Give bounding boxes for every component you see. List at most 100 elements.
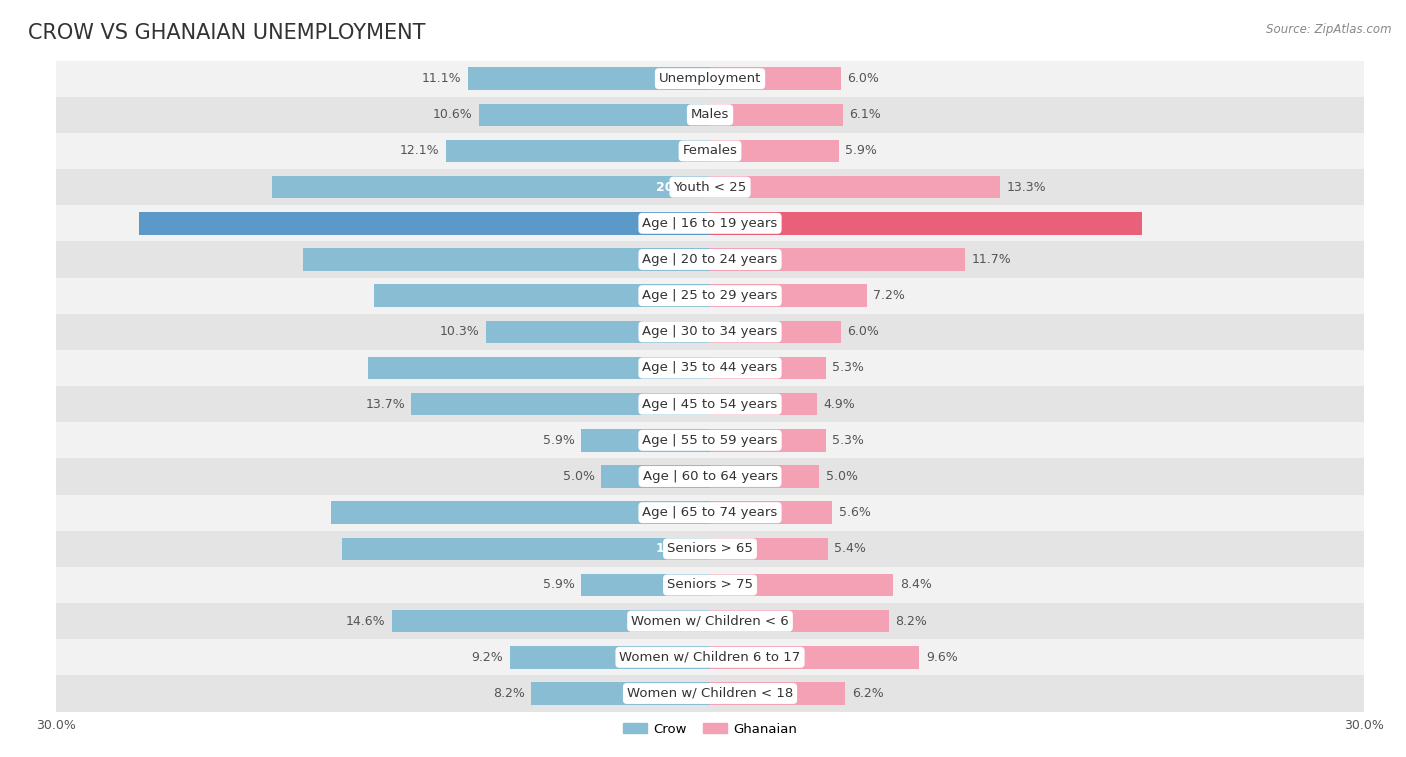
Bar [56, 278, 1364, 313]
Bar [56, 422, 1364, 459]
Text: 6.1%: 6.1% [849, 108, 882, 121]
Text: 14.6%: 14.6% [346, 615, 385, 628]
Text: Males: Males [690, 108, 730, 121]
Text: CROW VS GHANAIAN UNEMPLOYMENT: CROW VS GHANAIAN UNEMPLOYMENT [28, 23, 426, 42]
Text: 13.3%: 13.3% [1007, 181, 1046, 194]
Bar [56, 350, 1364, 386]
Text: Age | 35 to 44 years: Age | 35 to 44 years [643, 362, 778, 375]
Bar [56, 241, 1364, 278]
Bar [710, 537, 828, 560]
Text: 15.7%: 15.7% [655, 362, 699, 375]
Text: 19.8%: 19.8% [721, 217, 765, 230]
Bar [56, 603, 1364, 639]
Text: 5.3%: 5.3% [832, 362, 863, 375]
Text: 6.0%: 6.0% [848, 326, 879, 338]
Bar [710, 682, 845, 705]
Text: Age | 45 to 54 years: Age | 45 to 54 years [643, 397, 778, 410]
Text: 11.7%: 11.7% [972, 253, 1011, 266]
Bar [479, 104, 710, 126]
Text: 6.0%: 6.0% [848, 72, 879, 85]
Bar [710, 501, 832, 524]
Text: 5.9%: 5.9% [543, 434, 575, 447]
Text: Source: ZipAtlas.com: Source: ZipAtlas.com [1267, 23, 1392, 36]
Bar [710, 357, 825, 379]
Bar [56, 133, 1364, 169]
Legend: Crow, Ghanaian: Crow, Ghanaian [617, 717, 803, 741]
Bar [56, 205, 1364, 241]
Bar [374, 285, 710, 307]
Bar [710, 67, 841, 90]
Bar [602, 466, 710, 488]
Bar [485, 321, 710, 343]
Bar [582, 429, 710, 451]
Bar [56, 675, 1364, 712]
Text: 26.2%: 26.2% [655, 217, 699, 230]
Text: 10.3%: 10.3% [439, 326, 479, 338]
Text: 8.4%: 8.4% [900, 578, 932, 591]
Bar [710, 212, 1142, 235]
Bar [710, 248, 965, 271]
Bar [412, 393, 710, 416]
Text: 10.6%: 10.6% [433, 108, 472, 121]
Bar [139, 212, 710, 235]
Text: Women w/ Children < 6: Women w/ Children < 6 [631, 615, 789, 628]
Bar [56, 639, 1364, 675]
Bar [710, 646, 920, 668]
Bar [56, 61, 1364, 97]
Text: 20.1%: 20.1% [655, 181, 699, 194]
Text: Age | 60 to 64 years: Age | 60 to 64 years [643, 470, 778, 483]
Bar [710, 610, 889, 632]
Text: Age | 30 to 34 years: Age | 30 to 34 years [643, 326, 778, 338]
Text: 7.2%: 7.2% [873, 289, 905, 302]
Text: Women w/ Children < 18: Women w/ Children < 18 [627, 687, 793, 700]
Text: Age | 16 to 19 years: Age | 16 to 19 years [643, 217, 778, 230]
Bar [710, 321, 841, 343]
Bar [302, 248, 710, 271]
Bar [710, 140, 838, 162]
Bar [56, 386, 1364, 422]
Bar [271, 176, 710, 198]
Text: Age | 65 to 74 years: Age | 65 to 74 years [643, 506, 778, 519]
Text: 5.0%: 5.0% [825, 470, 858, 483]
Text: Unemployment: Unemployment [659, 72, 761, 85]
Text: 9.2%: 9.2% [471, 651, 503, 664]
Bar [710, 176, 1000, 198]
Text: 9.6%: 9.6% [925, 651, 957, 664]
Bar [56, 313, 1364, 350]
Text: Age | 55 to 59 years: Age | 55 to 59 years [643, 434, 778, 447]
Text: 4.9%: 4.9% [824, 397, 855, 410]
Bar [342, 537, 710, 560]
Text: Age | 20 to 24 years: Age | 20 to 24 years [643, 253, 778, 266]
Text: Age | 25 to 29 years: Age | 25 to 29 years [643, 289, 778, 302]
Bar [56, 97, 1364, 133]
Bar [56, 169, 1364, 205]
Text: 5.6%: 5.6% [838, 506, 870, 519]
Text: 5.9%: 5.9% [543, 578, 575, 591]
Bar [56, 567, 1364, 603]
Bar [468, 67, 710, 90]
Bar [446, 140, 710, 162]
Bar [710, 429, 825, 451]
Text: Women w/ Children 6 to 17: Women w/ Children 6 to 17 [620, 651, 800, 664]
Text: Seniors > 75: Seniors > 75 [666, 578, 754, 591]
Bar [710, 393, 817, 416]
Text: 13.7%: 13.7% [366, 397, 405, 410]
Bar [330, 501, 710, 524]
Text: 5.9%: 5.9% [845, 145, 877, 157]
Text: 11.1%: 11.1% [422, 72, 461, 85]
Text: 6.2%: 6.2% [852, 687, 883, 700]
Text: 17.4%: 17.4% [655, 506, 699, 519]
Bar [710, 574, 893, 597]
Bar [710, 104, 844, 126]
Bar [392, 610, 710, 632]
Text: 16.9%: 16.9% [655, 542, 699, 556]
Bar [56, 494, 1364, 531]
Bar [56, 531, 1364, 567]
Text: Seniors > 65: Seniors > 65 [666, 542, 754, 556]
Text: 8.2%: 8.2% [494, 687, 524, 700]
Bar [509, 646, 710, 668]
Bar [368, 357, 710, 379]
Text: 8.2%: 8.2% [896, 615, 927, 628]
Bar [56, 459, 1364, 494]
Text: Youth < 25: Youth < 25 [673, 181, 747, 194]
